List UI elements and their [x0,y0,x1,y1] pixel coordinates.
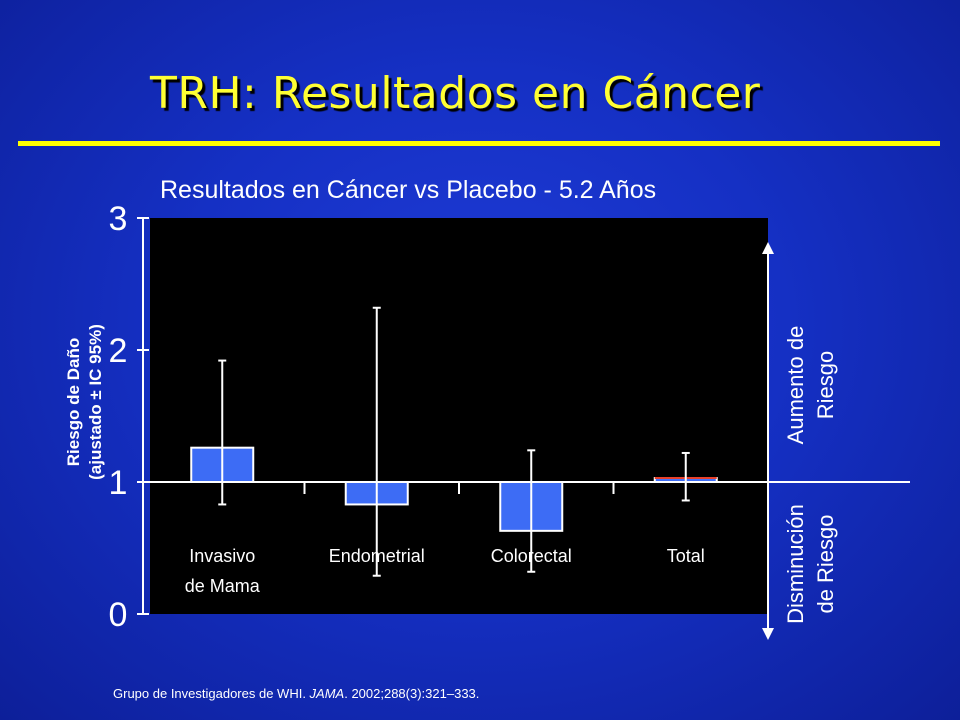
risk-arrow-down-head [762,628,774,640]
y-tick-label: 0 [109,596,128,634]
citation-journal: JAMA [309,686,345,701]
category-label: Colorectal [491,546,572,566]
citation-details: . 2002;288(3):321–333. [344,686,480,701]
increase-risk-label: Aumento de Riesgo [781,300,841,470]
category-label: Endometrial [329,546,425,566]
decrease-risk-line1: Disminución [783,504,808,624]
slide-title: TRH: Resultados en Cáncer [150,68,761,119]
risk-arrow-up-head [762,242,774,254]
citation: Grupo de Investigadores de WHI. JAMA. 20… [113,686,479,701]
y-axis-label-line1: Riesgo de Daño [64,337,83,467]
increase-risk-line2: Riesgo [813,350,838,420]
category-label: Invasivo [189,546,255,566]
decrease-risk-label: Disminución de Riesgo [781,479,841,649]
y-axis-label-line2: (ajustado ± IC 95%) [86,324,105,480]
y-tick-label: 2 [109,332,128,370]
category-label: Total [667,546,705,566]
chart-title: Resultados en Cáncer vs Placebo - 5.2 Añ… [160,176,657,204]
title-underline [18,141,940,146]
y-tick-label: 1 [109,464,128,502]
plot-area [150,218,768,614]
decrease-risk-line2: de Riesgo [813,514,838,614]
category-label-line2: de Mama [185,576,261,596]
risk-arrow [762,242,774,640]
y-axis-label: Riesgo de Daño (ajustado ± IC 95%) [63,282,107,522]
y-axis: 0 1 2 3 [109,200,149,634]
error-bars-layer [218,306,690,577]
increase-risk-line1: Aumento de [783,325,808,445]
category-labels-layer: Invasivo de Mama Endometrial Colorectal Tota… [185,546,705,596]
citation-authors: Grupo de Investigadores de WHI. [113,686,310,701]
baseline-layer [143,481,910,494]
y-tick-label: 3 [109,200,128,238]
